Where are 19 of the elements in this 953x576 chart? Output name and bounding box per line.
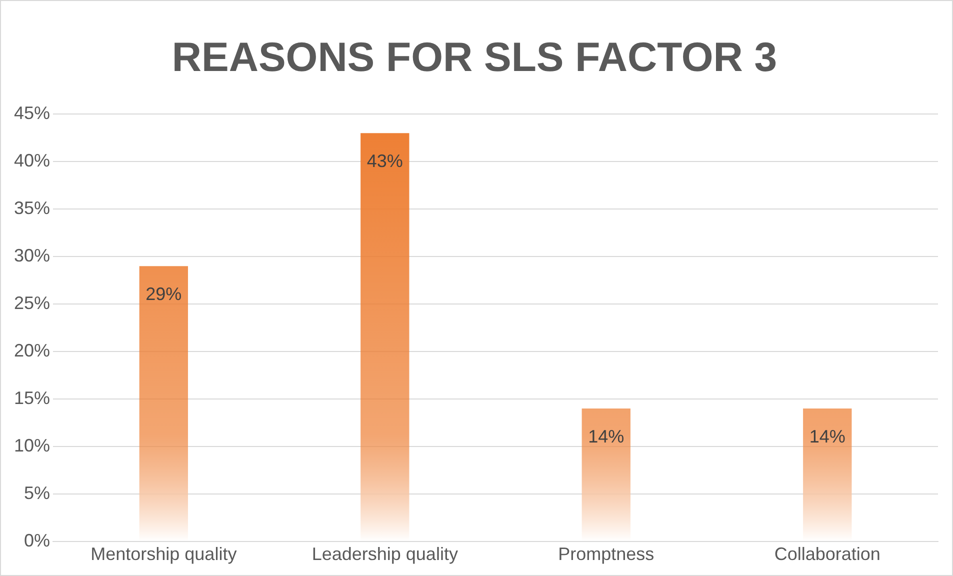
y-tick-label: 30% bbox=[14, 246, 50, 266]
y-tick-label: 40% bbox=[14, 150, 50, 171]
data-label: 14% bbox=[588, 426, 624, 446]
y-tick-label: 35% bbox=[14, 198, 50, 218]
y-tick-label: 0% bbox=[24, 530, 50, 550]
y-tick-label: 10% bbox=[14, 435, 50, 456]
x-tick-label: Mentorship quality bbox=[90, 544, 237, 564]
y-tick-label: 45% bbox=[14, 103, 50, 124]
y-tick-label: 25% bbox=[14, 293, 50, 314]
x-tick-label: Collaboration bbox=[774, 544, 880, 564]
data-label: 29% bbox=[146, 284, 182, 304]
y-tick-label: 15% bbox=[14, 388, 50, 408]
y-tick-label: 20% bbox=[14, 340, 50, 360]
y-tick-label: 5% bbox=[24, 482, 50, 503]
data-label: 14% bbox=[809, 426, 846, 446]
data-label: 43% bbox=[366, 151, 403, 172]
chart-title: REASONS FOR SLS FACTOR 3 bbox=[172, 34, 778, 80]
x-tick-label: Leadership quality bbox=[312, 544, 458, 564]
x-tick-label: Promptness bbox=[558, 544, 654, 564]
